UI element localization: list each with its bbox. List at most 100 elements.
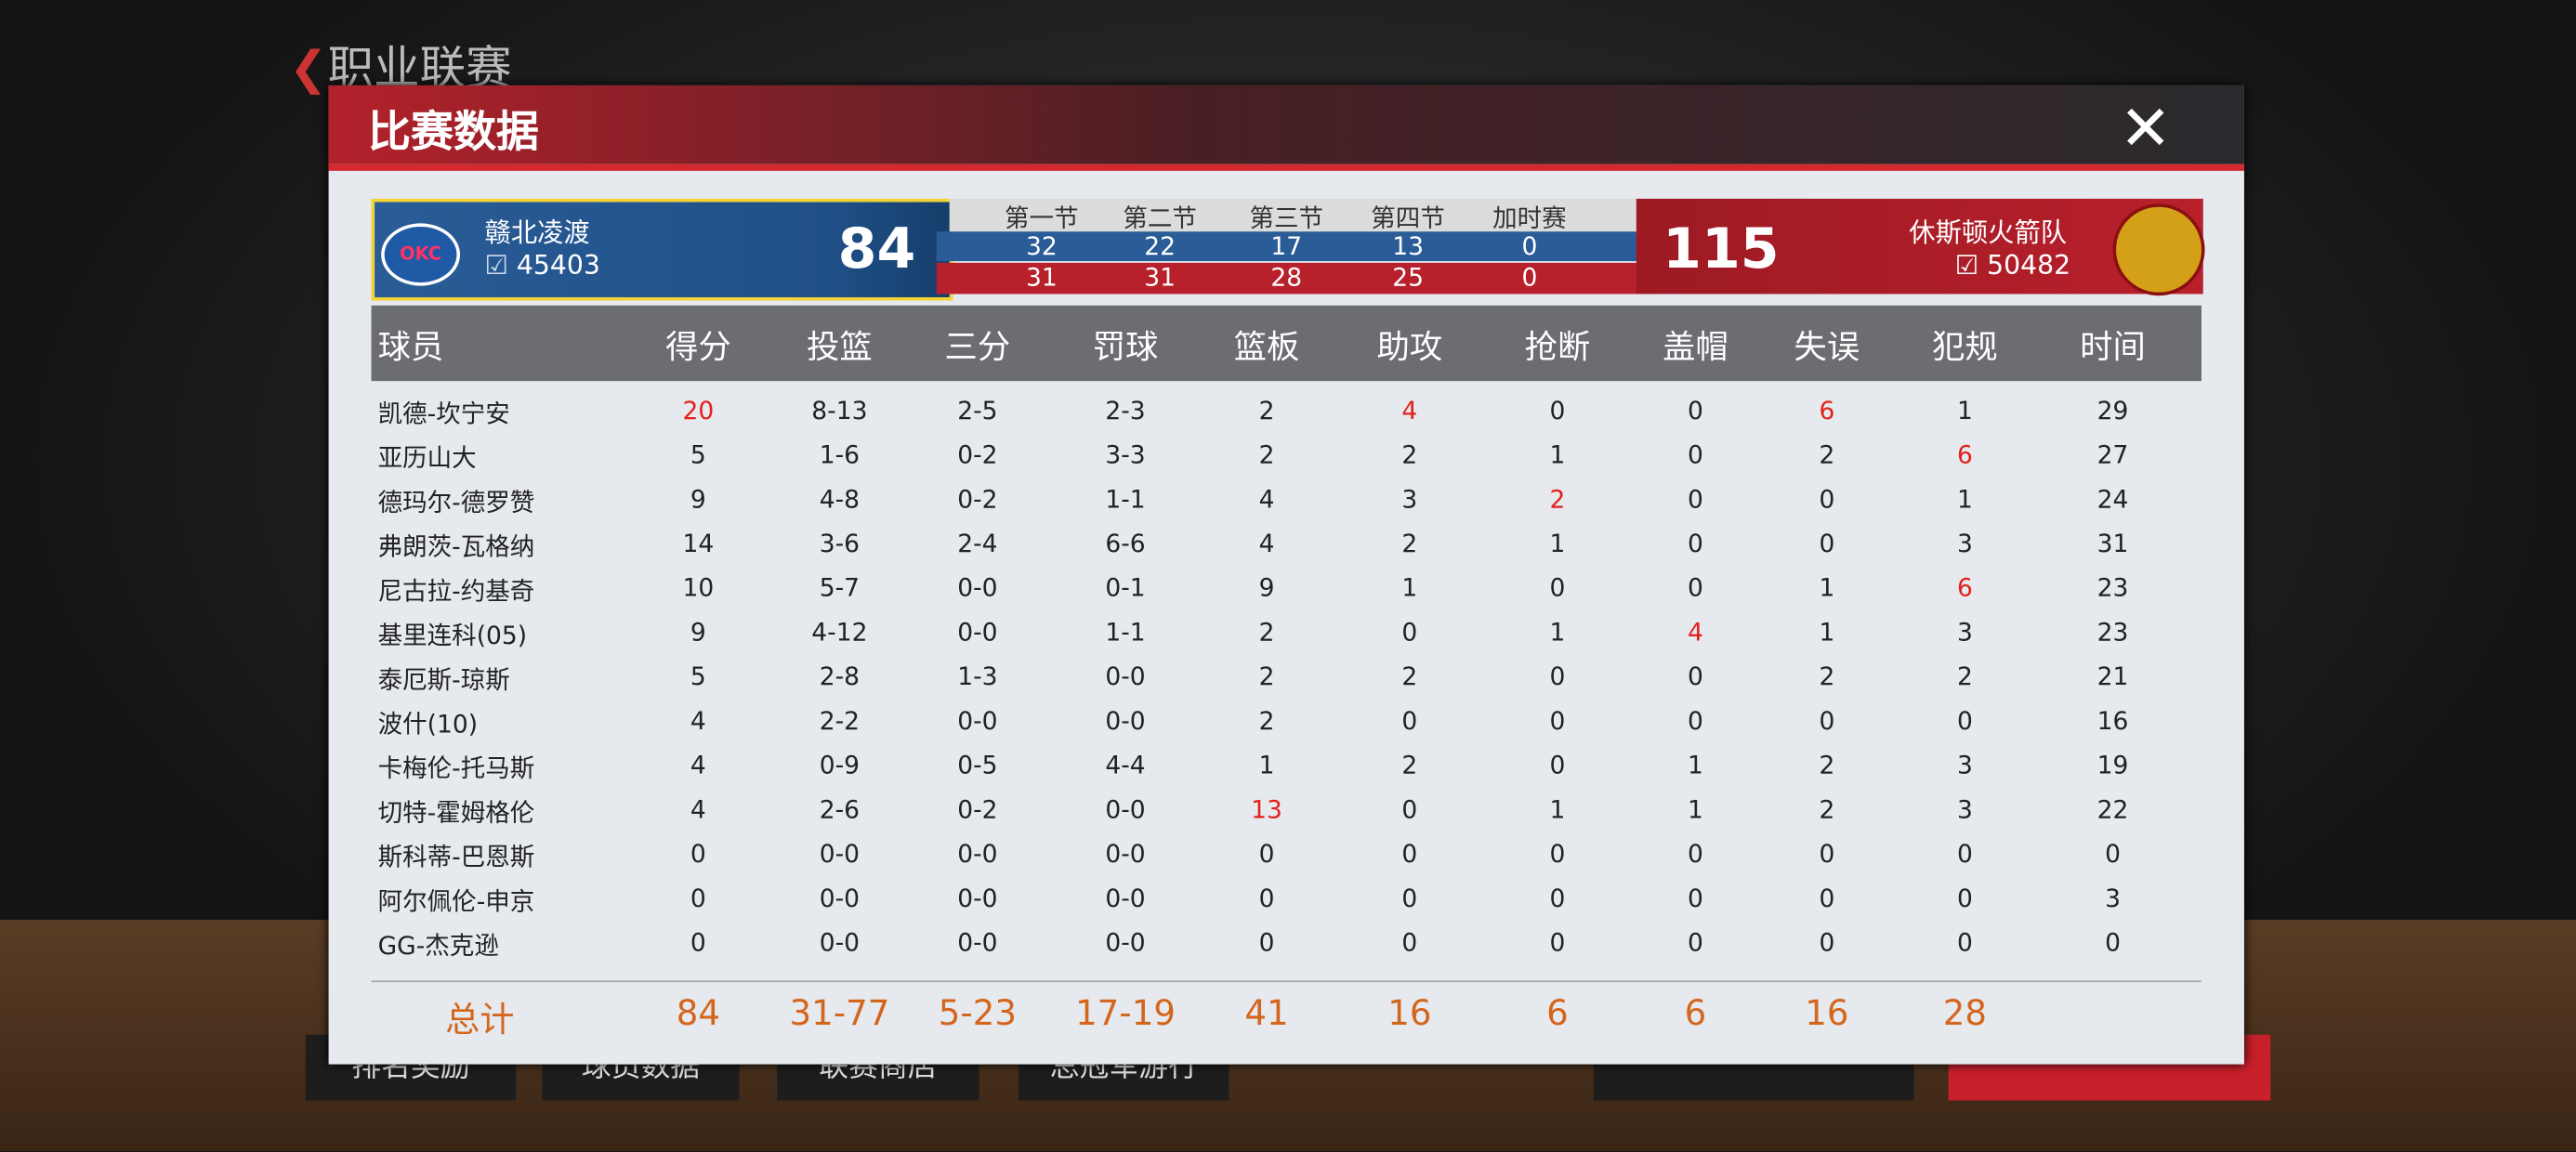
- stat-cell: 0-0: [957, 706, 998, 737]
- stat-cell: 2-8: [819, 661, 861, 692]
- title-bar: [328, 85, 2244, 171]
- stat-cell: 0: [1401, 927, 1418, 958]
- stat-cell: 0: [2105, 927, 2121, 958]
- stat-cell: 10: [682, 572, 715, 603]
- away-rating-value: 50482: [1987, 249, 2071, 281]
- stat-cell: 2-5: [957, 396, 998, 425]
- player-name: 卡梅伦-托马斯: [377, 753, 535, 784]
- table-header-bar: [371, 305, 2201, 382]
- period-label: 第二节: [1123, 203, 1197, 234]
- stat-cell: 0: [1688, 927, 1703, 958]
- total-label: 总计: [445, 1000, 515, 1041]
- stat-cell: 4: [690, 706, 706, 737]
- stat-cell: 3-3: [1105, 439, 1146, 470]
- stat-cell: 0: [690, 927, 706, 958]
- close-button[interactable]: ✕: [2119, 92, 2172, 164]
- away-period-score: 28: [1270, 262, 1303, 293]
- stat-cell: 3: [1956, 794, 1973, 825]
- stat-cell: 27: [2096, 439, 2129, 470]
- stat-cell: 24: [2096, 484, 2129, 515]
- stat-cell: 6: [1819, 396, 1835, 425]
- stat-cell: 0: [1819, 927, 1835, 958]
- stat-cell: 0: [1956, 839, 1973, 870]
- stat-cell: 0: [1819, 884, 1835, 913]
- player-name: 基里连科(05): [377, 621, 528, 651]
- stat-cell: 1: [1819, 617, 1835, 648]
- stat-cell: 0-0: [957, 884, 998, 913]
- player-name: 尼古拉-约基奇: [377, 576, 535, 607]
- stat-cell: 6: [1956, 572, 1973, 603]
- stat-cell: 0: [1401, 794, 1418, 825]
- stat-cell: 6-6: [1105, 529, 1146, 559]
- stat-cell: 2: [1819, 439, 1835, 470]
- stat-cell: 0: [1258, 927, 1275, 958]
- stat-cell: 4-12: [811, 617, 868, 648]
- stat-cell: 0-0: [957, 839, 998, 870]
- player-name: 凯德-坎宁安: [377, 399, 510, 429]
- stat-cell: 0-0: [957, 617, 998, 648]
- player-name: 亚历山大: [377, 443, 477, 474]
- player-name: 切特-霍姆格伦: [377, 798, 535, 829]
- stat-cell: 2: [1819, 750, 1835, 780]
- stat-cell: 1: [1819, 572, 1835, 603]
- stat-cell: 23: [2096, 617, 2129, 648]
- stat-cell: 1: [1549, 617, 1566, 648]
- stat-cell: 8-13: [811, 396, 868, 425]
- stat-cell: 0-0: [1105, 794, 1146, 825]
- stat-cell: 4: [690, 794, 706, 825]
- stat-cell: 2: [1258, 617, 1275, 648]
- stat-cell: 20: [682, 396, 715, 425]
- stat-cell: 0-0: [819, 927, 861, 958]
- home-period-score: 0: [1521, 231, 1538, 262]
- stat-cell: 13: [1251, 794, 1282, 825]
- stat-cell: 5: [690, 661, 706, 692]
- away-period-bar: [936, 262, 1643, 295]
- total-cell: 16: [1387, 993, 1432, 1034]
- stat-cell: 0: [1688, 484, 1703, 515]
- stat-cell: 5-7: [819, 572, 861, 603]
- player-name: 弗朗茨-瓦格纳: [377, 531, 535, 562]
- stat-cell: 0-0: [1105, 839, 1146, 870]
- stat-cell: 4: [690, 750, 706, 780]
- away-period-score: 31: [1144, 262, 1176, 293]
- stat-cell: 2: [1401, 750, 1418, 780]
- stat-cell: 0: [1688, 529, 1703, 559]
- stat-cell: 1: [1688, 794, 1703, 825]
- column-header: 罚球: [1092, 326, 1159, 367]
- stat-cell: 0: [1688, 661, 1703, 692]
- stat-cell: 1: [1688, 750, 1703, 780]
- stats-dialog: 比赛数据 ✕ OKC 赣北凌渡 ☑ 45403 84 第一节 32 31 第二节 22 3…: [328, 85, 2244, 1065]
- stat-cell: 4: [1258, 484, 1275, 515]
- stat-cell: 0: [690, 839, 706, 870]
- stat-cell: 23: [2096, 572, 2129, 603]
- stat-cell: 1-3: [957, 661, 998, 692]
- stat-cell: 29: [2096, 396, 2129, 425]
- period-header: [949, 198, 1640, 232]
- home-panel: [371, 198, 953, 301]
- stat-cell: 31: [2096, 529, 2129, 559]
- stat-cell: 1: [1549, 439, 1566, 470]
- stat-cell: 3-6: [819, 529, 861, 559]
- home-score: 84: [837, 216, 916, 283]
- away-score: 115: [1663, 216, 1780, 283]
- stat-cell: 1: [1549, 794, 1566, 825]
- stat-cell: 0: [1549, 572, 1566, 603]
- stat-cell: 2: [1819, 794, 1835, 825]
- stat-cell: 3: [1401, 484, 1418, 515]
- home-period-score: 17: [1270, 231, 1303, 262]
- player-name: 斯科蒂-巴恩斯: [377, 842, 535, 872]
- stat-cell: 3: [2105, 884, 2121, 913]
- stat-cell: 3: [1956, 750, 1973, 780]
- home-rating: ☑ 45403: [484, 249, 600, 281]
- stat-cell: 2: [1401, 529, 1418, 559]
- stat-cell: 0: [1549, 750, 1566, 780]
- stat-cell: 0: [1956, 927, 1973, 958]
- home-logo: OKC: [381, 223, 461, 286]
- home-period-score: 13: [1392, 231, 1424, 262]
- stat-cell: 14: [682, 529, 715, 559]
- player-name: 阿尔佩伦-申京: [377, 886, 535, 917]
- stat-cell: 0: [2105, 839, 2121, 870]
- total-cell: 28: [1942, 993, 1988, 1034]
- stat-cell: 19: [2096, 750, 2129, 780]
